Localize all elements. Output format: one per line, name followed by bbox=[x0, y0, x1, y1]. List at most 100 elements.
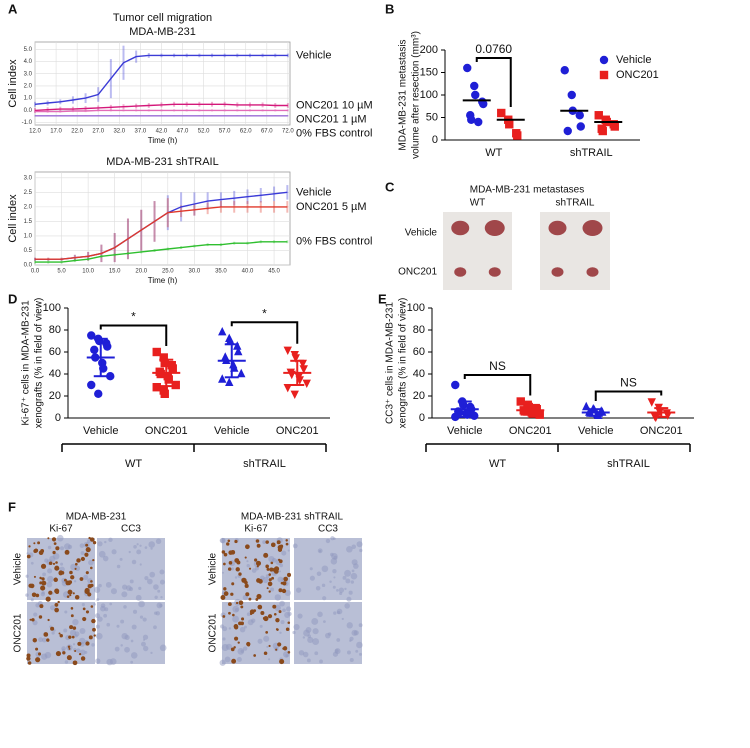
tissue-texture bbox=[329, 580, 332, 583]
stained-nucleus bbox=[69, 594, 72, 597]
y-axis-label: volume after resection (mm³) bbox=[411, 31, 422, 159]
tissue-texture bbox=[124, 634, 130, 641]
tissue-texture bbox=[259, 624, 263, 628]
stained-nucleus bbox=[53, 542, 57, 546]
y-axis-label: Ki-67⁺ cells in MDA-MB-231 bbox=[21, 300, 32, 426]
tissue-texture bbox=[51, 631, 55, 635]
tissue-texture bbox=[346, 596, 352, 602]
stained-nucleus bbox=[271, 576, 275, 580]
photo-title: MDA-MB-231 bbox=[66, 512, 127, 523]
y-axis-label: CC3⁺ cells in MDA-MB-231 bbox=[385, 302, 396, 424]
tissue-texture bbox=[282, 608, 286, 613]
series-line bbox=[35, 109, 288, 113]
stained-nucleus bbox=[228, 611, 231, 615]
tissue-texture bbox=[142, 645, 149, 652]
y-tick-label: 1.5 bbox=[24, 219, 33, 225]
x-axis-label: Time (h) bbox=[148, 136, 178, 145]
stained-nucleus bbox=[270, 561, 274, 565]
stained-nucleus bbox=[33, 542, 36, 545]
stained-nucleus bbox=[70, 607, 74, 610]
x-tick-label: 45.0 bbox=[268, 269, 280, 275]
stained-nucleus bbox=[32, 638, 37, 643]
stained-nucleus bbox=[74, 594, 80, 600]
tissue-texture bbox=[59, 546, 65, 551]
stained-nucleus bbox=[278, 610, 282, 614]
data-point bbox=[470, 81, 479, 91]
tissue-texture bbox=[316, 571, 322, 577]
stained-nucleus bbox=[69, 570, 73, 575]
x-tick-label: ONC201 bbox=[640, 425, 683, 437]
stained-nucleus bbox=[268, 590, 271, 593]
tissue-texture bbox=[292, 630, 296, 635]
stained-nucleus bbox=[38, 550, 44, 556]
stained-nucleus bbox=[282, 581, 287, 586]
x-tick-label: 72.0 bbox=[282, 129, 294, 135]
y-tick-label: 0.0 bbox=[24, 108, 33, 114]
stained-nucleus bbox=[72, 626, 77, 630]
stained-nucleus bbox=[74, 650, 77, 653]
stained-nucleus bbox=[86, 547, 90, 551]
significance-bracket bbox=[463, 374, 532, 396]
tissue-texture bbox=[79, 543, 85, 548]
stained-nucleus bbox=[88, 635, 93, 640]
stained-nucleus bbox=[41, 580, 47, 586]
y-tick-label: 1.0 bbox=[24, 234, 33, 240]
stained-nucleus bbox=[26, 653, 31, 658]
data-point bbox=[106, 372, 115, 381]
stained-nucleus bbox=[46, 638, 50, 642]
data-point bbox=[283, 384, 292, 393]
tissue-texture bbox=[32, 620, 38, 626]
photo-column-label: Ki-67 bbox=[49, 524, 73, 535]
significance-label: NS bbox=[620, 376, 637, 390]
tissue-texture bbox=[100, 605, 106, 612]
stained-nucleus bbox=[39, 576, 42, 580]
stained-nucleus bbox=[90, 580, 93, 583]
x-tick-label: 17.0 bbox=[50, 129, 62, 135]
stained-nucleus bbox=[66, 595, 70, 598]
tissue-texture bbox=[114, 646, 120, 652]
data-point bbox=[152, 383, 161, 392]
stained-nucleus bbox=[66, 655, 72, 661]
stained-nucleus bbox=[231, 582, 235, 586]
stained-nucleus bbox=[234, 539, 238, 544]
stained-nucleus bbox=[281, 588, 287, 594]
stained-nucleus bbox=[249, 609, 255, 615]
tissue-texture bbox=[224, 656, 231, 663]
stained-nucleus bbox=[43, 632, 49, 637]
tissue-texture bbox=[281, 550, 287, 556]
x-tick-label: 5.0 bbox=[57, 269, 66, 275]
tumor-specimen bbox=[586, 267, 599, 277]
y-tick-label: 0.0 bbox=[24, 263, 33, 269]
data-point bbox=[598, 126, 607, 136]
tissue-texture bbox=[246, 560, 249, 563]
chart-subtitle: MDA-MB-231 bbox=[129, 26, 196, 38]
stained-nucleus bbox=[268, 578, 272, 582]
stained-nucleus bbox=[230, 592, 234, 596]
stained-nucleus bbox=[275, 628, 278, 631]
x-tick-label: 52.0 bbox=[198, 129, 210, 135]
y-tick-label: 20 bbox=[413, 390, 425, 402]
tissue-texture bbox=[136, 549, 142, 555]
tissue-texture bbox=[42, 572, 46, 577]
data-point bbox=[647, 398, 656, 407]
tumor-specimen bbox=[551, 267, 564, 277]
tissue-texture bbox=[351, 559, 358, 566]
data-point bbox=[599, 55, 609, 65]
x-tick-label: 22.0 bbox=[71, 129, 83, 135]
tissue-texture bbox=[317, 611, 323, 618]
tissue-texture bbox=[72, 643, 76, 646]
x-tick-label: 0.0 bbox=[31, 269, 40, 275]
tissue-texture bbox=[135, 594, 142, 601]
stained-nucleus bbox=[47, 537, 50, 540]
stained-nucleus bbox=[28, 545, 31, 548]
x-tick-label: 20.0 bbox=[135, 269, 147, 275]
stained-nucleus bbox=[90, 566, 93, 570]
tissue-texture bbox=[346, 546, 353, 553]
stained-nucleus bbox=[29, 618, 32, 621]
tumor-specimen bbox=[582, 220, 603, 236]
stained-nucleus bbox=[35, 593, 40, 598]
tissue-texture bbox=[358, 623, 363, 628]
tissue-texture bbox=[41, 637, 47, 643]
stained-nucleus bbox=[85, 610, 90, 614]
stained-nucleus bbox=[55, 561, 58, 564]
